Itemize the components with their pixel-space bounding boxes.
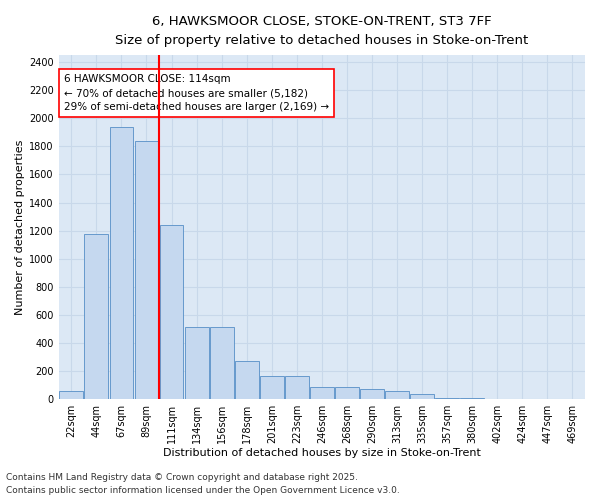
Bar — [160, 225, 184, 399]
Bar — [260, 376, 284, 399]
Bar — [335, 387, 359, 399]
Bar — [210, 328, 233, 399]
Bar — [85, 234, 108, 399]
X-axis label: Distribution of detached houses by size in Stoke-on-Trent: Distribution of detached houses by size … — [163, 448, 481, 458]
Bar — [185, 328, 209, 399]
Text: Contains HM Land Registry data © Crown copyright and database right 2025.
Contai: Contains HM Land Registry data © Crown c… — [6, 474, 400, 495]
Bar — [360, 388, 384, 399]
Bar — [460, 398, 484, 399]
Bar — [435, 398, 459, 399]
Title: 6, HAWKSMOOR CLOSE, STOKE-ON-TRENT, ST3 7FF
Size of property relative to detache: 6, HAWKSMOOR CLOSE, STOKE-ON-TRENT, ST3 … — [115, 15, 529, 47]
Bar — [134, 141, 158, 399]
Text: 6 HAWKSMOOR CLOSE: 114sqm
← 70% of detached houses are smaller (5,182)
29% of se: 6 HAWKSMOOR CLOSE: 114sqm ← 70% of detac… — [64, 74, 329, 112]
Bar — [235, 361, 259, 399]
Bar — [410, 394, 434, 399]
Bar — [285, 376, 309, 399]
Y-axis label: Number of detached properties: Number of detached properties — [15, 140, 25, 315]
Bar — [385, 392, 409, 399]
Bar — [59, 392, 83, 399]
Bar — [110, 126, 133, 399]
Bar — [310, 387, 334, 399]
